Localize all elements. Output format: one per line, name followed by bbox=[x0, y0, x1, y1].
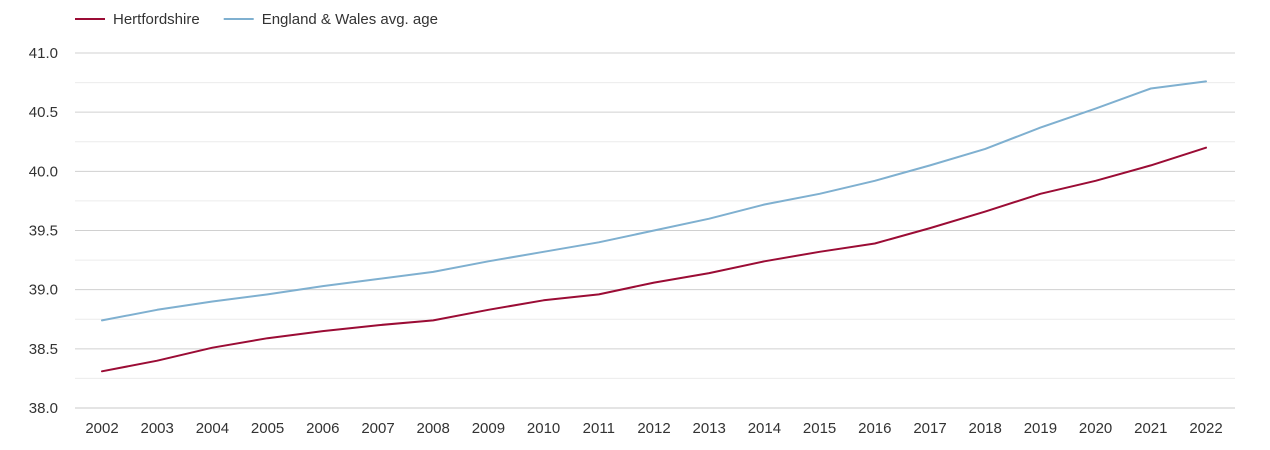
x-axis: 2002 2003 2004 2005 2006 2007 2008 2009 2010 2011… bbox=[85, 420, 1222, 437]
x-tick-label: 2003 bbox=[141, 420, 174, 437]
x-tick-label: 2018 bbox=[969, 420, 1002, 437]
x-tick-label: 2021 bbox=[1134, 420, 1167, 437]
x-tick-label: 2010 bbox=[527, 420, 560, 437]
y-tick-label: 39.5 bbox=[29, 223, 58, 240]
x-tick-label: 2008 bbox=[417, 420, 450, 437]
x-tick-label: 2016 bbox=[858, 420, 891, 437]
x-tick-label: 2019 bbox=[1024, 420, 1057, 437]
x-tick-label: 2012 bbox=[637, 420, 670, 437]
y-tick-label: 41.0 bbox=[29, 45, 58, 62]
x-tick-label: 2007 bbox=[361, 420, 394, 437]
x-tick-label: 2002 bbox=[85, 420, 118, 437]
x-tick-label: 2005 bbox=[251, 420, 284, 437]
y-tick-label: 38.5 bbox=[29, 341, 58, 358]
x-tick-label: 2013 bbox=[693, 420, 726, 437]
series-line-1 bbox=[101, 80, 1207, 322]
x-tick-label: 2009 bbox=[472, 420, 505, 437]
x-tick-label: 2014 bbox=[748, 420, 781, 437]
x-tick-label: 2020 bbox=[1079, 420, 1112, 437]
y-tick-label: 40.0 bbox=[29, 163, 58, 180]
grid-lines bbox=[75, 52, 1235, 409]
x-tick-label: 2022 bbox=[1189, 420, 1222, 437]
x-tick-label: 2006 bbox=[306, 420, 339, 437]
legend-label-0: Hertfordshire bbox=[113, 11, 200, 28]
x-tick-label: 2015 bbox=[803, 420, 836, 437]
y-tick-label: 40.5 bbox=[29, 104, 58, 121]
x-tick-label: 2017 bbox=[913, 420, 946, 437]
x-tick-label: 2011 bbox=[583, 420, 615, 437]
y-axis: 38.0 38.5 39.0 39.5 40.0 40.5 41.0 bbox=[29, 45, 58, 417]
y-tick-label: 38.0 bbox=[29, 400, 58, 417]
legend-label-1: England & Wales avg. age bbox=[262, 11, 438, 28]
x-tick-label: 2004 bbox=[196, 420, 229, 437]
series-line-0 bbox=[101, 146, 1207, 373]
series-lines bbox=[101, 80, 1207, 373]
y-tick-label: 39.0 bbox=[29, 282, 58, 299]
legend: Hertfordshire England & Wales avg. age bbox=[75, 11, 438, 28]
